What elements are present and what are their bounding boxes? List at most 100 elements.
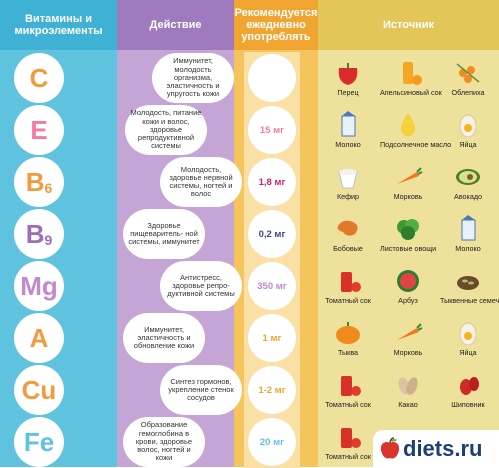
egg-icon [453, 110, 483, 140]
action-text: Иммунитет, эластичность и обновление кож… [123, 313, 205, 363]
source-label: Кефир [336, 192, 360, 201]
source-label: Облепиха [451, 88, 485, 97]
source-label: Подсолнечное масло [380, 140, 452, 149]
nutrient-symbol: E [14, 105, 64, 155]
source-label: Морковь [393, 348, 423, 357]
nutrient-symbol: Cu [14, 365, 64, 415]
source-item: Арбуз [380, 260, 436, 312]
daily-dose: 350 мг [248, 262, 296, 310]
nutrient-letter: E [30, 115, 48, 145]
oil-drop-icon [393, 110, 423, 140]
milk-icon [333, 110, 363, 140]
site-logo[interactable]: diets.ru [373, 430, 499, 467]
source-item: Морковь [380, 312, 436, 364]
kefir-icon [333, 162, 363, 192]
action-text: Молодость, питание кожи и волос, здоровь… [125, 105, 207, 155]
source-item: Яйца [440, 312, 496, 364]
nutrient-row: C Иммунитет, молодость организма, эластич… [0, 52, 499, 104]
source-item: Морковь [380, 156, 436, 208]
source-item: Тыква [320, 312, 376, 364]
nutrient-row: E Молодость, питание кожи и волос, здоров… [0, 104, 499, 156]
source-item: Перец [320, 52, 376, 104]
milk-icon [453, 214, 483, 244]
source-label: Тыквенные семечки [440, 296, 499, 305]
source-item: Подсолнечное масло [380, 104, 452, 156]
source-item: Молоко [320, 104, 376, 156]
header-daily: Рекомендуется ежедневно употреблять [234, 0, 318, 50]
source-item: Томатный сок [320, 364, 376, 416]
source-label: Молоко [455, 244, 481, 253]
nutrient-letter: Cu [21, 375, 57, 405]
pumpkin-seeds-icon [453, 266, 483, 296]
source-label: Яйца [459, 140, 477, 149]
daily-dose: 1-2 мг [248, 366, 296, 414]
source-label: Какао [398, 400, 418, 409]
nutrient-row: Cu Синтез гормонов, укрепление стенок сос… [0, 364, 499, 416]
source-label: Тыква [337, 348, 359, 357]
daily-dose: 15 мг [248, 106, 296, 154]
nutrient-letter: A [29, 323, 49, 353]
tomato-juice-icon [333, 422, 363, 452]
source-label: Томатный сок [325, 296, 371, 305]
carrot-icon [393, 162, 423, 192]
action-text: Образование гемоглобина в крови, здоровь… [123, 417, 205, 467]
sea-buckthorn-icon [453, 58, 483, 88]
nutrient-symbol: Fe [14, 417, 64, 467]
source-label: Апельсиновый сок [380, 88, 442, 97]
nutrient-row: B 6 Молодость, здоровье нервной системы, н… [0, 156, 499, 208]
daily-dose: 1 мг [248, 314, 296, 362]
header-nutrients: Витамины и микроэлементы [0, 0, 117, 50]
source-label: Листовые овощи [380, 244, 437, 253]
source-label: Перец [337, 88, 359, 97]
watermelon-icon [393, 266, 423, 296]
source-label: Молоко [335, 140, 361, 149]
orange-juice-icon [393, 58, 423, 88]
source-item: Шиповник [440, 364, 496, 416]
nutrient-letter: B [25, 167, 45, 197]
action-text: Антистресс, здоровье репро- дуктивной си… [160, 261, 242, 311]
source-item: Бобовые [320, 208, 376, 260]
source-label: Морковь [393, 192, 423, 201]
nutrient-row: Mg Антистресс, здоровье репро- дуктивной … [0, 260, 499, 312]
rosehip-icon [453, 370, 483, 400]
source-label: Яйца [459, 348, 477, 357]
source-label: Томатный сок [325, 452, 371, 461]
cocoa-icon [393, 370, 423, 400]
daily-dose: 20 мг [248, 418, 296, 466]
action-text: Иммунитет, молодость организма, эластичн… [152, 53, 234, 103]
pepper-icon [333, 58, 363, 88]
source-label: Бобовые [333, 244, 363, 253]
source-label: Авокадо [453, 192, 483, 201]
source-item: Облепиха [440, 52, 496, 104]
nutrient-symbol: Mg [14, 261, 64, 311]
action-text: Здоровье пищеваритель- ной системы, имму… [123, 209, 205, 259]
daily-dose: 0,2 мг [248, 210, 296, 258]
source-item: Апельсиновый сок [380, 52, 442, 104]
nutrient-subscript: 9 [44, 232, 53, 248]
nutrient-letter: Fe [23, 427, 55, 457]
egg-icon [453, 318, 483, 348]
header-action: Действие [117, 0, 234, 50]
nutrient-row: A Иммунитет, эластичность и обновление ко… [0, 312, 499, 364]
nutrient-row: Fe Образование гемоглобина в крови, здоро… [0, 416, 499, 468]
nutrient-symbol: A [14, 313, 64, 363]
carrot-icon [393, 318, 423, 348]
avocado-icon [453, 162, 483, 192]
nutrient-subscript: 6 [44, 180, 53, 196]
source-label: Шиповник [451, 400, 485, 409]
source-item: Авокадо [440, 156, 496, 208]
source-item: Какао [380, 364, 436, 416]
nutrient-symbol: C [14, 53, 64, 103]
header-source: Источник [318, 0, 499, 50]
nutrient-row: B 9 Здоровье пищеваритель- ной системы, им… [0, 208, 499, 260]
nutrient-letter: C [29, 63, 49, 93]
daily-dose: 1,8 мг [248, 158, 296, 206]
source-label: Томатный сок [325, 400, 371, 409]
source-item: Яйца [440, 104, 496, 156]
source-item: Тыквенные семечки [440, 260, 499, 312]
pumpkin-icon [333, 318, 363, 348]
apple-icon [380, 436, 400, 459]
action-text: Синтез гормонов, укрепление стенок сосуд… [160, 365, 242, 415]
